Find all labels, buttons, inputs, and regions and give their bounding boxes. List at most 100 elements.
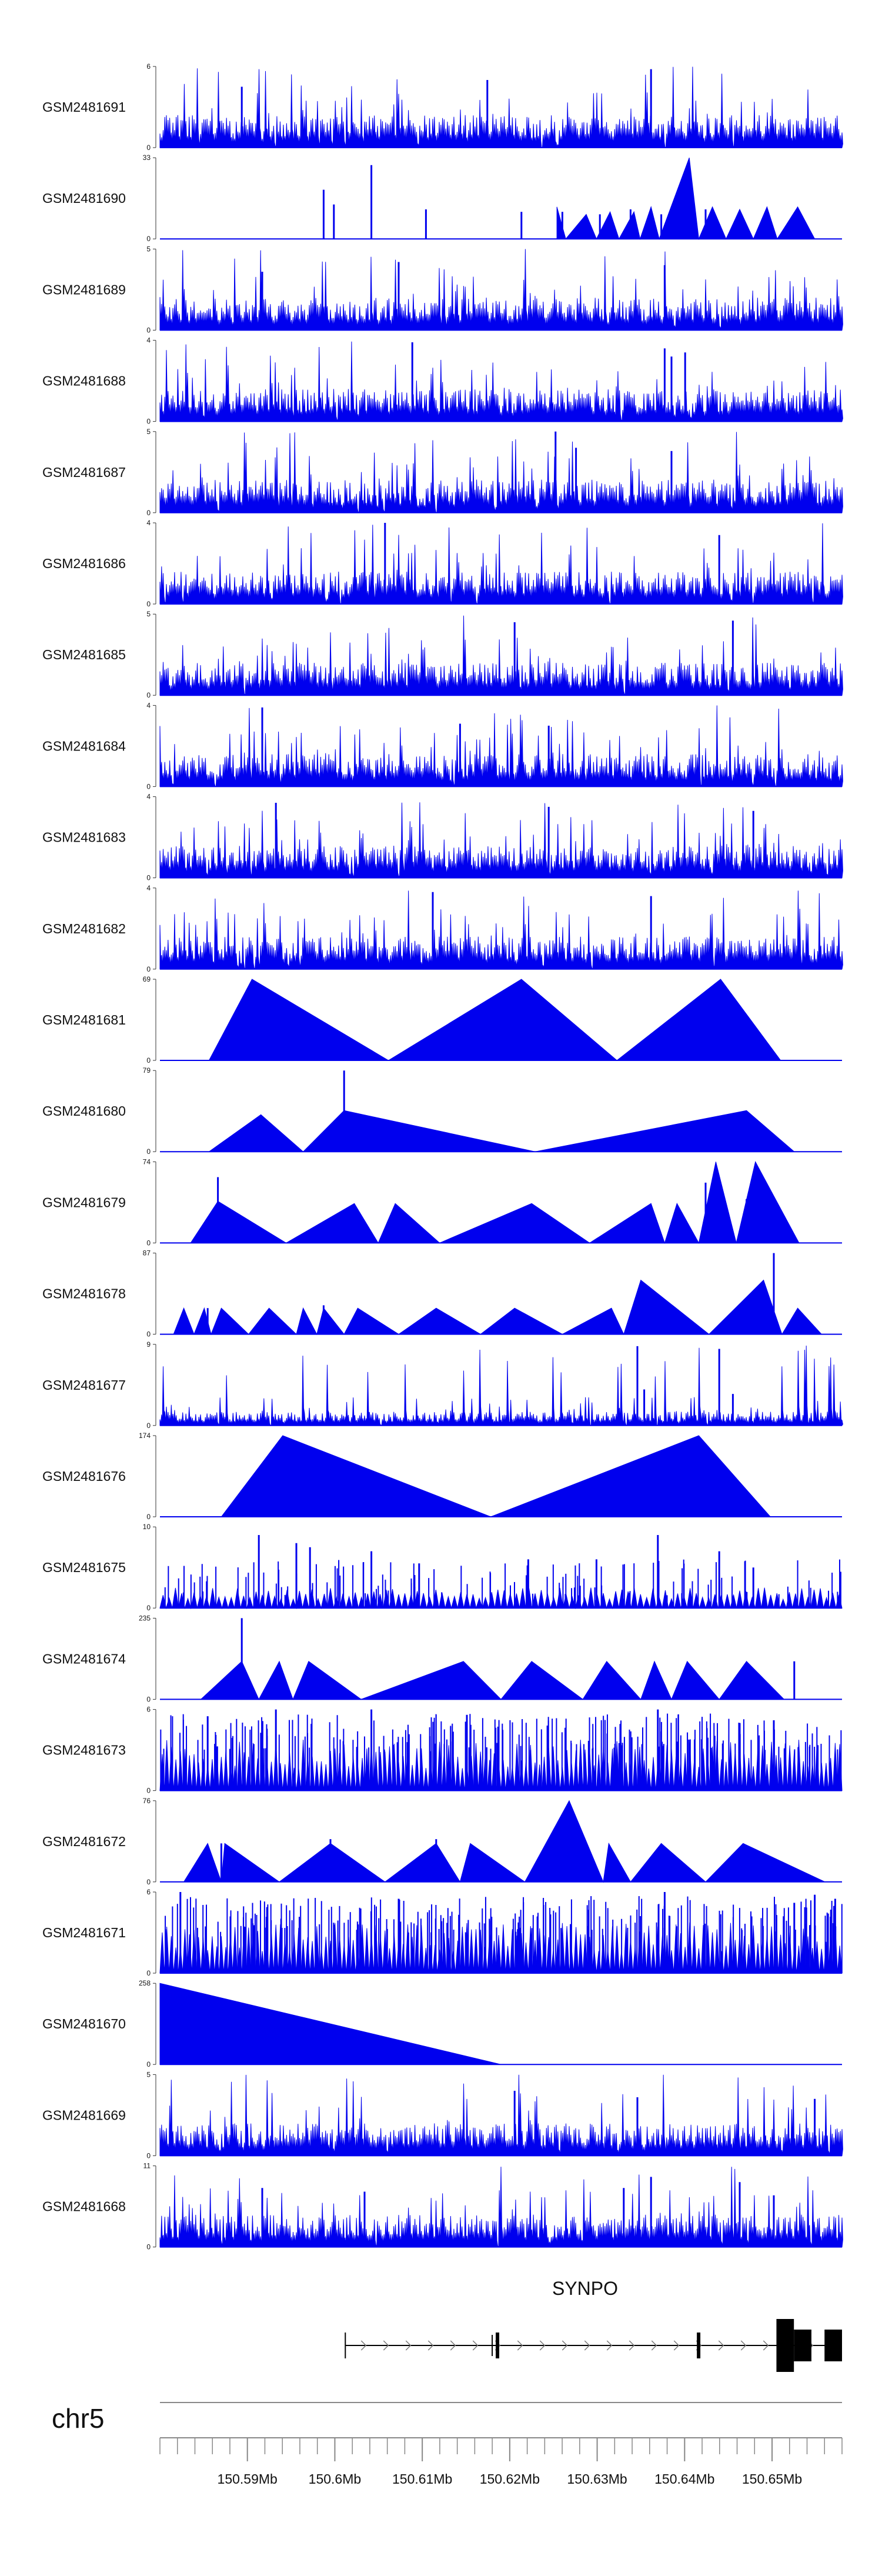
coverage-track: GSM2481671 6 0	[42, 1888, 843, 1977]
strand-arrow-icon	[562, 2340, 568, 2351]
x-tick-label: 150.65Mb	[742, 2471, 802, 2487]
y-max-tick-label: 33	[143, 154, 151, 162]
y-max-tick-label: 76	[143, 1797, 151, 1805]
exon-block	[794, 2330, 811, 2361]
coverage-area	[190, 1161, 800, 1244]
strand-arrow-icon	[740, 2340, 747, 2351]
y-min-tick-label: 0	[146, 2151, 151, 2160]
track-label: GSM2481687	[42, 465, 126, 480]
y-min-tick-label: 0	[146, 1695, 151, 1703]
y-min-tick-label: 0	[146, 1969, 151, 1977]
track-label: GSM2481671	[42, 1925, 126, 1940]
track-label: GSM2481684	[42, 738, 126, 753]
y-min-tick-label: 0	[146, 235, 151, 243]
coverage-area	[159, 705, 843, 788]
coverage-area	[220, 1435, 771, 1517]
coverage-area	[159, 615, 843, 696]
coverage-area	[159, 432, 843, 513]
strand-arrow-icon	[763, 2340, 769, 2351]
coverage-track: GSM2481675 10 0	[42, 1523, 843, 1612]
coverage-track: GSM2481687 5 0	[42, 428, 843, 517]
coverage-tracks: GSM248169160GSM2481690330GSM248168950GSM…	[42, 62, 843, 2251]
y-max-tick-label: 9	[146, 1340, 151, 1349]
y-min-tick-label: 0	[146, 326, 151, 334]
track-label: GSM2481677	[42, 1377, 126, 1393]
x-tick-label: 150.62Mb	[480, 2471, 540, 2487]
coverage-track: GSM2481681 69 0	[42, 975, 842, 1065]
x-tick-label: 150.61Mb	[392, 2471, 452, 2487]
coverage-area	[556, 158, 816, 241]
track-label: GSM2481673	[42, 1743, 126, 1758]
y-min-tick-label: 0	[146, 144, 151, 152]
track-label: GSM2481681	[42, 1012, 126, 1027]
coverage-area	[159, 1983, 502, 2065]
track-label: GSM2481686	[42, 556, 126, 571]
strand-arrow-icon	[472, 2340, 479, 2351]
y-max-tick-label: 174	[139, 1432, 151, 1440]
strand-arrow-icon	[629, 2340, 635, 2351]
y-min-tick-label: 0	[146, 782, 151, 790]
strand-arrow-icon	[673, 2340, 680, 2351]
x-tick-label: 150.59Mb	[218, 2471, 278, 2487]
coverage-track: GSM2481678 87 0	[42, 1249, 842, 1339]
coverage-area	[159, 2074, 843, 2156]
y-min-tick-label: 0	[146, 1330, 151, 1339]
y-min-tick-label: 0	[146, 691, 151, 699]
coverage-track: GSM2481673 6 0	[42, 1706, 843, 1795]
track-label: GSM2481674	[42, 1651, 126, 1666]
strand-arrow-icon	[360, 2340, 367, 2351]
y-max-tick-label: 5	[146, 610, 151, 618]
exon-block	[776, 2319, 794, 2372]
coverage-area	[159, 802, 843, 879]
y-max-tick-label: 6	[146, 1706, 151, 1714]
exon-block	[697, 2333, 701, 2358]
track-label: GSM2481678	[42, 1286, 126, 1302]
track-label: GSM2481683	[42, 830, 126, 845]
coverage-area	[159, 1345, 843, 1426]
y-max-tick-label: 5	[146, 2070, 151, 2078]
coverage-area	[159, 1587, 843, 1610]
y-max-tick-label: 4	[146, 884, 151, 892]
track-label: GSM2481689	[42, 282, 126, 297]
coverage-track: GSM2481677 9 0	[42, 1340, 843, 1430]
coverage-track: GSM2481672 76 0	[42, 1797, 842, 1886]
strand-arrow-icon	[651, 2340, 657, 2351]
coverage-track: GSM2481669 5 0	[42, 2070, 843, 2160]
track-label: GSM2481670	[42, 2016, 126, 2031]
track-label: GSM2481680	[42, 1103, 126, 1119]
strand-arrow-icon	[405, 2340, 412, 2351]
coverage-area	[159, 2167, 843, 2248]
y-max-tick-label: 87	[143, 1249, 151, 1257]
genome-axis: chr5 150.59Mb 150.6Mb 150.61Mb 150.62Mb 150.…	[52, 2402, 843, 2487]
strand-arrow-icon	[383, 2340, 389, 2351]
coverage-area	[208, 979, 781, 1061]
coverage-area	[159, 890, 843, 970]
track-label: GSM2481676	[42, 1469, 126, 1484]
track-label: GSM2481672	[42, 1834, 126, 1849]
coverage-track: GSM2481668 11 0	[42, 2162, 843, 2251]
y-min-tick-label: 0	[146, 509, 151, 517]
y-max-tick-label: 6	[146, 1888, 151, 1896]
y-max-tick-label: 4	[146, 336, 151, 345]
track-label: GSM2481679	[42, 1194, 126, 1210]
y-max-tick-label: 6	[146, 62, 151, 71]
coverage-track: GSM2481676 174 0	[42, 1432, 842, 1521]
track-label: GSM2481682	[42, 921, 126, 936]
y-min-tick-label: 0	[146, 1147, 151, 1156]
coverage-track: GSM2481679 74 0	[42, 1157, 842, 1247]
y-min-tick-label: 0	[146, 1239, 151, 1247]
y-min-tick-label: 0	[146, 2060, 151, 2068]
coverage-track: GSM2481690 33 0	[42, 154, 842, 243]
chromosome-label: chr5	[52, 2403, 104, 2434]
y-max-tick-label: 10	[143, 1523, 151, 1531]
y-max-tick-label: 11	[143, 2162, 151, 2170]
coverage-area	[159, 249, 843, 331]
gene-model-track: SYNPO	[345, 2278, 842, 2372]
coverage-track: GSM2481686 4 0	[42, 519, 843, 608]
gene-name-label: SYNPO	[552, 2278, 618, 2299]
exon-block	[824, 2330, 842, 2361]
y-min-tick-label: 0	[146, 1787, 151, 1795]
track-label: GSM2481669	[42, 2107, 126, 2123]
track-label: GSM2481668	[42, 2199, 126, 2214]
